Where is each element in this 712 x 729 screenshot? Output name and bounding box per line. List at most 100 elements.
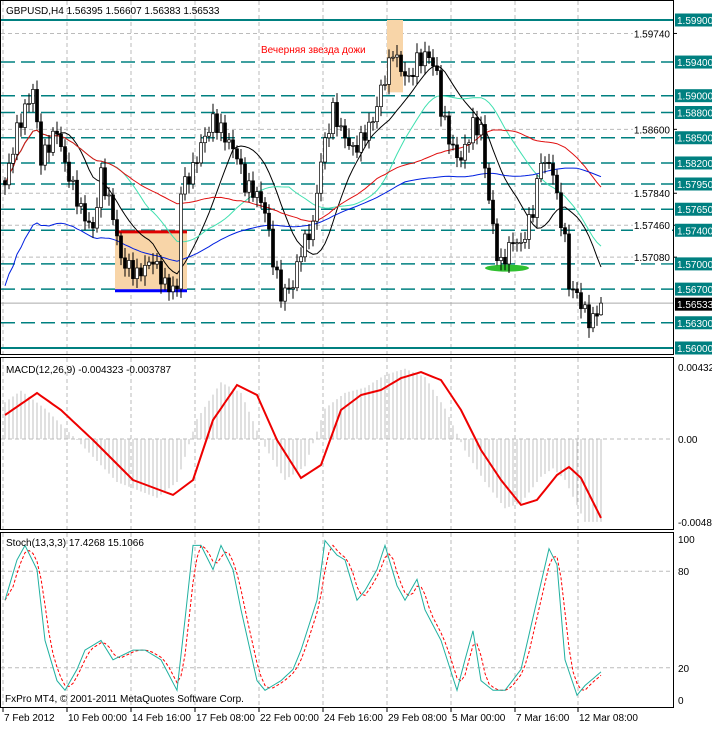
support-ellipse bbox=[485, 264, 529, 272]
candle-body bbox=[523, 238, 527, 243]
candle-body bbox=[91, 222, 95, 229]
candle-body bbox=[403, 71, 407, 77]
candle-body bbox=[363, 132, 367, 141]
candle-body bbox=[587, 304, 591, 329]
candle-body bbox=[155, 261, 159, 265]
candle bbox=[567, 224, 571, 297]
candle-body bbox=[475, 117, 479, 136]
candle bbox=[403, 61, 407, 86]
level-price-label: 1.56700 bbox=[677, 285, 712, 296]
candle-body bbox=[375, 106, 379, 123]
candle-body bbox=[179, 193, 183, 290]
macd-panel[interactable] bbox=[0, 357, 674, 530]
candle-body bbox=[215, 113, 219, 133]
candle bbox=[439, 65, 443, 127]
candle bbox=[151, 253, 155, 275]
candle bbox=[51, 127, 55, 156]
time-axis: 7 Feb 2012 10 Feb 00:00 14 Feb 16:00 17 Feb… bbox=[2, 708, 638, 724]
candle bbox=[551, 154, 555, 185]
candle bbox=[35, 80, 39, 129]
candle-body bbox=[391, 56, 395, 59]
stoch-signal-line bbox=[4, 544, 602, 691]
candle bbox=[247, 172, 251, 203]
candle-body bbox=[507, 242, 511, 265]
candle bbox=[31, 83, 35, 113]
candle bbox=[275, 260, 279, 279]
candle bbox=[451, 134, 455, 151]
candle-body bbox=[99, 167, 103, 208]
time-label: 17 Feb 08:00 bbox=[196, 713, 255, 724]
stoch-axis-label: 100 bbox=[678, 535, 695, 546]
candle bbox=[399, 50, 403, 77]
candle bbox=[175, 278, 179, 297]
candle bbox=[43, 138, 47, 171]
candle bbox=[55, 121, 59, 145]
time-label: 10 Feb 00:00 bbox=[68, 713, 127, 724]
candle bbox=[347, 128, 351, 150]
current-price-label: 1.56533 bbox=[677, 300, 712, 311]
axis-tick-label: 1.58600 bbox=[634, 125, 671, 136]
axis-tick-label-bg bbox=[633, 27, 672, 40]
candle bbox=[579, 282, 583, 319]
level-price-tag bbox=[675, 156, 712, 170]
candle-body bbox=[291, 287, 295, 290]
time-label: 22 Feb 00:00 bbox=[260, 713, 319, 724]
candle bbox=[343, 119, 347, 149]
candle-body bbox=[135, 267, 139, 279]
axis-tick-label: 1.57080 bbox=[634, 253, 671, 264]
price-panel[interactable] bbox=[0, 0, 674, 355]
candle-body bbox=[531, 214, 535, 218]
current-price-tag bbox=[675, 297, 712, 311]
level-price-tag bbox=[675, 131, 712, 145]
candle bbox=[319, 153, 323, 202]
candle-body bbox=[243, 163, 247, 193]
candle bbox=[323, 132, 327, 170]
candle-body bbox=[575, 288, 579, 294]
candle bbox=[539, 153, 543, 183]
candle bbox=[387, 49, 391, 95]
candle-body bbox=[527, 214, 531, 240]
candle-body bbox=[331, 102, 335, 134]
stoch-panel[interactable] bbox=[0, 532, 674, 708]
candle bbox=[555, 169, 559, 200]
candle bbox=[227, 132, 231, 150]
candle bbox=[143, 255, 147, 286]
candle bbox=[63, 139, 67, 172]
candle bbox=[183, 167, 187, 201]
level-price-label: 1.57950 bbox=[677, 180, 712, 191]
level-price-tag bbox=[675, 223, 712, 237]
candle-body bbox=[519, 241, 523, 244]
candle bbox=[103, 158, 107, 200]
candle bbox=[527, 207, 531, 250]
candle-body bbox=[451, 143, 455, 146]
candle bbox=[75, 170, 79, 215]
candle bbox=[255, 186, 259, 208]
candle bbox=[563, 222, 567, 243]
candle-body bbox=[63, 146, 67, 163]
candle bbox=[471, 107, 475, 150]
candle bbox=[263, 197, 267, 223]
candle-body bbox=[67, 161, 71, 182]
candle bbox=[355, 135, 359, 159]
candle bbox=[559, 182, 563, 237]
candle bbox=[411, 67, 415, 86]
candle bbox=[331, 97, 335, 140]
candle-body bbox=[255, 191, 259, 198]
candle-body bbox=[443, 115, 447, 118]
candle bbox=[415, 43, 419, 85]
level-price-tag bbox=[675, 341, 712, 355]
candle-body bbox=[463, 144, 467, 161]
level-price-tag bbox=[675, 177, 712, 191]
candle-body bbox=[79, 203, 83, 207]
candle bbox=[595, 305, 599, 326]
candle-body bbox=[239, 158, 243, 165]
candle-body bbox=[183, 176, 187, 195]
candle-body bbox=[335, 102, 339, 127]
candle bbox=[279, 259, 283, 308]
candle-body bbox=[111, 194, 115, 221]
candle bbox=[3, 177, 7, 195]
candle bbox=[107, 186, 111, 206]
candle-body bbox=[35, 89, 39, 123]
candle bbox=[147, 256, 151, 270]
